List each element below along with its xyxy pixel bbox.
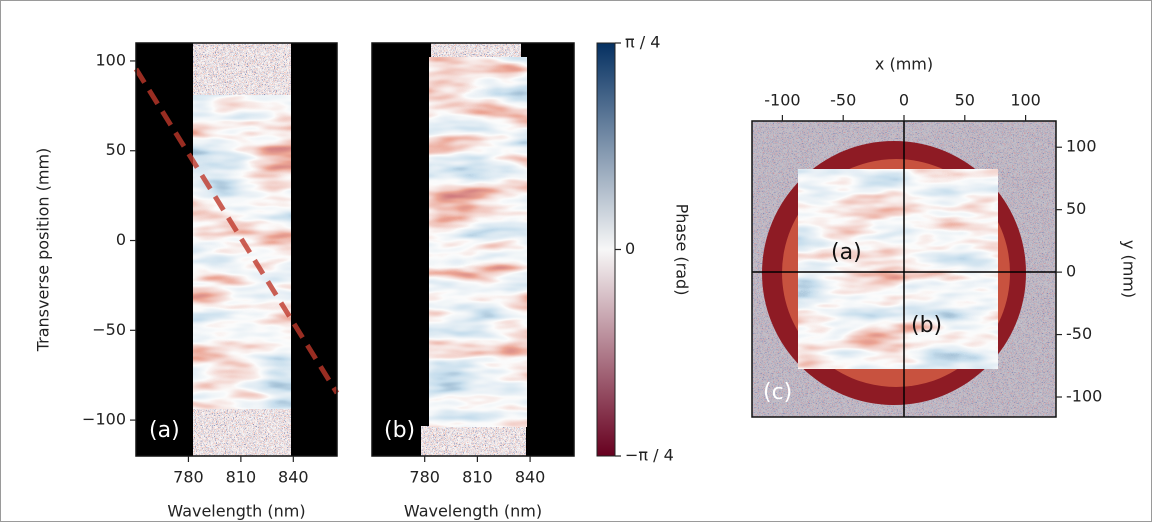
- y-tick-label: −50: [92, 320, 126, 339]
- panel-a-image: [133, 43, 340, 456]
- x-axis-label: Wavelength (nm): [167, 502, 305, 521]
- x-tick-label: 780: [409, 468, 440, 487]
- y-tick-label: -50: [1066, 324, 1092, 343]
- y-tick-label: 50: [106, 140, 126, 159]
- axes-frame: [135, 42, 338, 457]
- colorbar-label: Phase (rad): [673, 204, 692, 296]
- colorbar: [596, 42, 616, 457]
- y-tick-label: 100: [1066, 137, 1097, 156]
- panel-b-image: [372, 43, 574, 456]
- x-tick-label: 810: [462, 468, 493, 487]
- position-marker: (a): [831, 240, 862, 265]
- y-tick-label: π / 4: [625, 33, 660, 52]
- axes-frame: [371, 42, 575, 457]
- x-tick-label: -50: [830, 91, 856, 110]
- panel-label: (a): [149, 418, 180, 443]
- x-tick-label: 840: [278, 468, 309, 487]
- panel-label: (c): [763, 380, 792, 405]
- x-tick-label: 50: [955, 91, 975, 110]
- x-tick-label: 0: [899, 91, 909, 110]
- x-axis-label: x (mm): [875, 55, 933, 74]
- x-axis-label: Wavelength (nm): [404, 502, 542, 521]
- y-axis-label: y (mm): [1120, 240, 1139, 298]
- x-tick-label: 810: [226, 468, 257, 487]
- panel-label: (b): [384, 418, 415, 443]
- x-tick-label: -100: [764, 91, 800, 110]
- position-marker: (b): [911, 313, 942, 338]
- y-tick-label: 50: [1066, 199, 1086, 218]
- y-tick-label: −100: [82, 410, 126, 429]
- x-tick-label: 100: [1010, 91, 1041, 110]
- x-tick-label: 840: [515, 468, 546, 487]
- y-tick-label: 0: [1066, 262, 1076, 281]
- y-axis-label: Transverse position (mm): [34, 148, 53, 353]
- y-tick-label: 0: [116, 230, 126, 249]
- x-tick-label: 780: [173, 468, 204, 487]
- y-tick-label: 0: [625, 239, 635, 258]
- panel-c-image: [752, 121, 1056, 417]
- y-tick-label: -100: [1066, 387, 1102, 406]
- y-tick-label: −π / 4: [625, 446, 674, 465]
- y-tick-label: 100: [95, 50, 126, 69]
